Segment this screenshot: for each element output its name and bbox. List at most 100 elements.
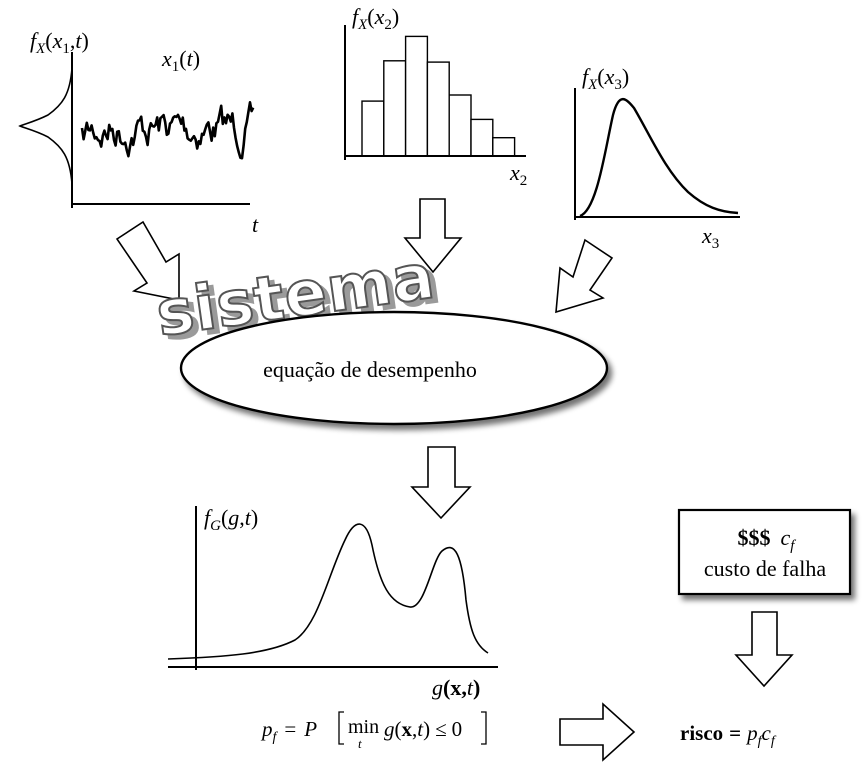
fx-sub: X — [587, 77, 598, 93]
fx-varsub: 3 — [614, 77, 622, 93]
arrow-to-output — [410, 446, 472, 520]
histogram-bar — [470, 118, 494, 157]
fg-comma: , — [239, 505, 245, 530]
panel-x1-t-axis-label: t — [252, 212, 259, 237]
risk-eq: = — [729, 721, 741, 745]
fx-varsub: 1 — [62, 41, 70, 57]
arrow-from-x3 — [555, 238, 614, 314]
arrow-from-x2 — [403, 198, 463, 274]
panel-x3-pdf-curve — [579, 97, 739, 218]
panel-g-bimodal-curve — [167, 523, 489, 660]
cost-c: c — [781, 525, 791, 550]
equation-label: equação de desempenho — [263, 357, 477, 382]
fx-sub: X — [357, 17, 368, 33]
fg-f: f — [204, 505, 213, 530]
panel-x3-axis-label: x3 — [701, 223, 719, 252]
panel-g-pdf-label: fG(g,t) — [204, 505, 258, 534]
performance-ellipse — [179, 310, 609, 426]
cost-box-frame — [677, 508, 852, 596]
bracket-right — [481, 711, 487, 745]
arrow-to-risk — [559, 702, 636, 762]
fx-var: x — [374, 4, 385, 29]
arg-g: g — [384, 717, 395, 741]
bracket-left — [338, 711, 344, 745]
histogram-bar — [383, 60, 407, 157]
panel-x1-pdf-label: fX(x1,t) — [30, 28, 89, 57]
panel-x1-signal-line — [80, 101, 255, 160]
axis-open: ( — [443, 675, 450, 700]
fx-close: ) — [622, 64, 629, 89]
min-operator: min — [348, 716, 379, 738]
axis-x: x — [509, 160, 520, 185]
risk-p-sub: f — [758, 734, 764, 749]
pf-argument: g(x,t) ≤0 — [384, 717, 462, 741]
axis-sub: 2 — [520, 173, 528, 189]
series-x: x — [161, 46, 172, 71]
histogram-bar — [404, 35, 429, 157]
failure-probability-formula: pf = P min t g(x,t) ≤0 — [260, 711, 487, 751]
fx-t: t — [75, 28, 82, 53]
axis-g: g — [432, 675, 443, 700]
arg-open: ( — [395, 717, 402, 741]
risk-c-sub: f — [771, 734, 777, 749]
axis-close: ) — [473, 675, 480, 700]
fg-g: g — [228, 505, 239, 530]
series-sub: 1 — [172, 59, 180, 75]
axis-comma: , — [461, 675, 467, 700]
pf-p: p — [260, 717, 273, 741]
panel-x1-time-series: fX(x1,t) x1(t) t — [18, 28, 259, 237]
fx-close: ) — [392, 4, 399, 29]
series-t: t — [187, 46, 194, 71]
axis-x: x — [701, 223, 712, 248]
arg-x: x — [402, 717, 413, 741]
fx-varsub: 2 — [384, 17, 392, 33]
pf-P: P — [303, 717, 317, 741]
histogram-bars — [361, 35, 516, 157]
arrow-cost-to-risk — [734, 611, 794, 688]
panel-g-axis-label: g(x,t) — [432, 675, 480, 700]
arg-close: ) — [423, 717, 430, 741]
panel-x2-histogram: fX(x2) x2 — [344, 4, 527, 189]
fg-open: ( — [221, 505, 228, 530]
fx-var: x — [604, 64, 615, 89]
risk-label: risco — [680, 721, 723, 745]
panel-x1-pdf-curve — [18, 67, 73, 185]
fg-sub: G — [210, 518, 221, 534]
pf-eq: = — [284, 717, 296, 741]
panel-x2-pdf-label: fX(x2) — [352, 4, 399, 33]
fx-sub: X — [35, 41, 46, 57]
panel-x1-series-label: x1(t) — [161, 46, 200, 75]
panel-x2-axis-label: x2 — [509, 160, 527, 189]
arg-comma: , — [412, 717, 417, 741]
cost-symbol-line: $$$ cf — [738, 525, 797, 554]
axis-t: t — [467, 675, 474, 700]
fx-open: ( — [597, 64, 604, 89]
histogram-bar — [492, 136, 516, 157]
risk-formula: risco = pfcf — [680, 721, 777, 749]
fx-comma: , — [70, 28, 76, 53]
min-subscript: t — [358, 736, 362, 751]
histogram-bar — [448, 94, 472, 157]
axis-x: x — [450, 675, 461, 700]
fx-open: ( — [367, 4, 374, 29]
axis-sub: 3 — [712, 236, 720, 252]
pf-lhs: pf = P — [260, 717, 317, 745]
cost-of-failure-box: $$$ cf custo de falha — [677, 508, 852, 596]
fx-close: ) — [82, 28, 89, 53]
series-close: ) — [193, 46, 200, 71]
fg-close: ) — [251, 505, 258, 530]
fx-open: ( — [45, 28, 52, 53]
arg-t: t — [417, 717, 424, 741]
panel-x3-pdf-label: fX(x3) — [582, 64, 629, 93]
fx-f: f — [582, 64, 591, 89]
fx-var: x — [52, 28, 63, 53]
cost-c-sub: f — [790, 538, 796, 554]
fg-t: t — [245, 505, 252, 530]
arg-leq: ≤ — [435, 717, 447, 741]
arg-zero: 0 — [452, 717, 463, 741]
panel-output-pdf: fG(g,t) g(x,t) — [167, 505, 498, 700]
panel-x3-skewed-pdf: fX(x3) x3 — [574, 64, 740, 252]
histogram-bar — [426, 61, 450, 157]
risk-c: c — [762, 721, 772, 745]
